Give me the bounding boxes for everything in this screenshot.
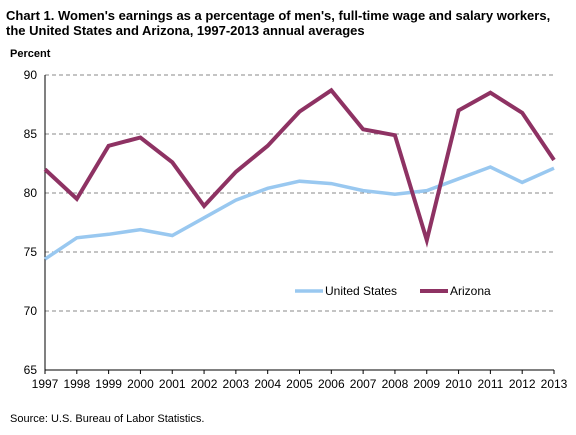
legend-label: Arizona bbox=[450, 284, 491, 298]
x-tick-label: 2007 bbox=[350, 377, 377, 391]
x-tick-label: 1998 bbox=[63, 377, 90, 391]
x-tick-label: 1997 bbox=[32, 377, 59, 391]
y-tick-label: 80 bbox=[24, 186, 38, 200]
series-line-arizona bbox=[43, 87, 556, 248]
y-tick-label: 65 bbox=[24, 363, 38, 377]
x-tick-label: 2011 bbox=[477, 377, 503, 391]
gridlines bbox=[45, 74, 554, 312]
x-tick-label: 2012 bbox=[509, 377, 536, 391]
y-tick-label: 75 bbox=[24, 245, 38, 259]
x-tick-label: 2013 bbox=[541, 377, 568, 391]
x-tick-label: 2006 bbox=[318, 377, 345, 391]
x-tick-label: 2005 bbox=[286, 377, 313, 391]
x-tick-label: 1999 bbox=[95, 377, 122, 391]
x-tick-label: 2008 bbox=[382, 377, 409, 391]
x-tick-label: 2000 bbox=[127, 377, 154, 391]
y-axis-label: Percent bbox=[10, 48, 51, 60]
y-tick-label: 85 bbox=[24, 127, 38, 141]
y-tick-label: 70 bbox=[24, 304, 38, 318]
x-tick-label: 2010 bbox=[445, 377, 472, 391]
legend-label: United States bbox=[325, 284, 397, 298]
series-lines bbox=[43, 87, 556, 261]
x-tick-label: 2009 bbox=[413, 377, 440, 391]
series-line-united-states bbox=[44, 165, 555, 261]
x-tick-label: 2001 bbox=[159, 377, 186, 391]
axes bbox=[44, 75, 555, 374]
y-tick-label: 90 bbox=[24, 68, 38, 82]
tick-labels: 65 70 75 80 85 90 1997 1998 1999 2000 2001 2002 2003… bbox=[24, 68, 568, 391]
source-note: Source: U.S. Bureau of Labor Statistics. bbox=[10, 413, 205, 425]
x-tick-label: 2003 bbox=[223, 377, 250, 391]
x-tick-label: 2002 bbox=[191, 377, 218, 391]
chart-title: Chart 1. Women's earnings as a percentag… bbox=[6, 8, 551, 38]
x-tick-label: 2004 bbox=[254, 377, 281, 391]
legend: United States Arizona bbox=[295, 284, 491, 298]
